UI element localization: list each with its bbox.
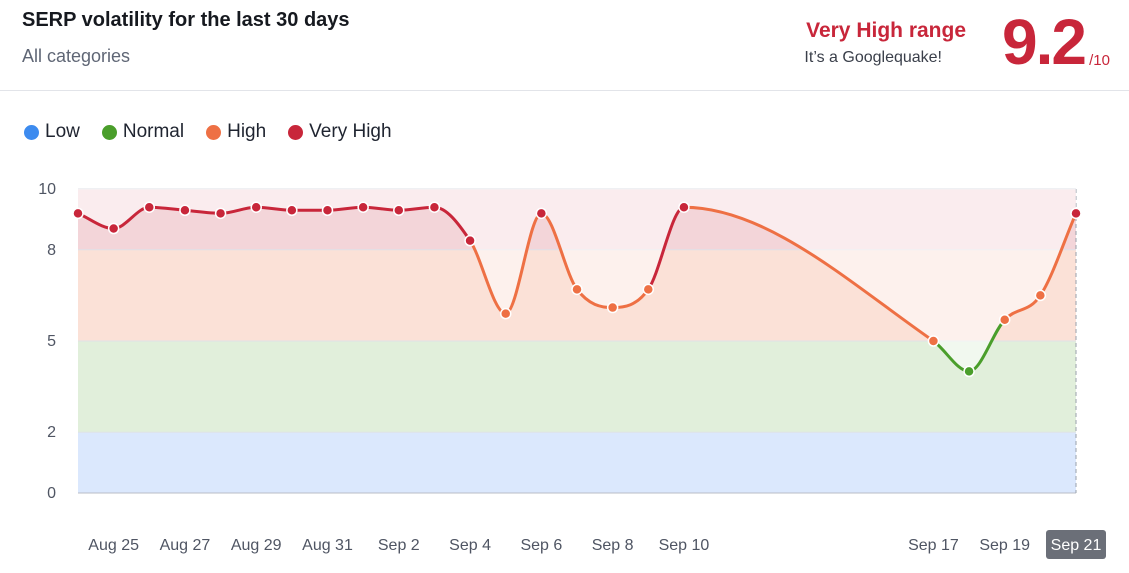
y-tick-label: 10 [38,181,56,198]
volatility-score: 9.2 [1002,6,1087,78]
data-point-sep-4 [464,234,476,247]
legend-dot-icon [288,124,304,140]
y-tick-label: 2 [47,424,56,441]
x-tick-label: Aug 29 [231,537,282,554]
legend-dot-icon [206,124,222,140]
data-point-sep-20 [1034,289,1047,302]
x-tick-label: Aug 25 [88,537,139,554]
legend-item-normal[interactable]: Normal [101,121,185,143]
data-point-sep-9 [642,283,655,296]
data-point-aug-26 [143,201,156,213]
legend-label: Low [45,121,80,142]
data-point-aug-29 [250,201,262,213]
legend-label: Very High [309,121,392,142]
legend-item-very-high[interactable]: Very High [288,121,392,143]
data-point-sep-19 [998,313,1011,326]
band-normal [78,341,1076,433]
data-point-sep-6 [535,207,548,220]
x-tick-label: Sep 4 [449,537,491,554]
x-tick-label: Aug 27 [160,537,211,554]
legend-label: Normal [122,121,185,142]
chart-title: SERP volatility for the last 30 days [22,9,350,31]
legend-dot-icon [101,124,117,140]
x-tick-label: Sep 6 [520,537,562,554]
y-axis: 0 2 5 8 10 [38,181,56,502]
data-point-aug-30 [286,204,298,217]
data-points [72,201,1082,378]
legend-dot-icon [24,124,39,140]
x-tick-label: Sep 21 [1051,537,1102,554]
data-point-sep-21 [1070,207,1082,220]
y-tick-label: 8 [47,242,56,259]
x-tick-label: Sep 19 [979,537,1030,554]
data-point-sep-10 [678,201,690,213]
x-axis: Aug 25 Aug 27 Aug 29 Aug 31 Sep 2 Sep 4 Sep 6 S… [88,530,1106,559]
category-subtitle: All categories [22,46,131,66]
x-tick-label: Aug 31 [302,537,353,554]
legend: Low Normal High Very High [24,121,392,143]
x-tick-label: Sep 10 [659,537,710,554]
legend-item-low[interactable]: Low [24,121,80,143]
line-segment [682,205,935,343]
above-curve-overlay [78,189,1076,372]
data-point-aug-27 [179,204,191,217]
x-tick-label: Sep 2 [378,537,420,554]
data-point-aug-25 [107,222,120,235]
data-point-aug-28 [214,207,227,220]
data-point-sep-1 [357,201,369,213]
data-point-sep-18 [963,365,975,378]
data-point-sep-2 [393,204,405,217]
data-point-aug-31 [321,204,334,217]
x-tick-label: Sep 17 [908,537,959,554]
highlighted-tick-bg [1046,530,1106,559]
area-fill [78,189,1076,372]
range-note: It’s a Googlequake! [804,49,942,66]
band-low [78,432,1076,493]
y-tick-label: 0 [47,485,56,502]
data-point-sep-3 [428,201,441,213]
y-tick-label: 5 [47,333,56,350]
legend-item-high[interactable]: High [206,121,266,143]
data-point-sep-5 [499,307,512,320]
score-max: /10 [1089,52,1110,69]
line-segment [1038,211,1078,297]
data-point-aug-24 [72,207,84,220]
data-point-sep-17 [927,335,940,347]
data-point-sep-8 [606,301,619,314]
x-tick-label: Sep 8 [592,537,634,554]
legend-label: High [227,121,267,142]
chart-header: SERP volatility for the last 30 days All… [0,0,1129,91]
range-label: Very High range [806,19,966,42]
data-point-sep-7 [571,283,583,296]
